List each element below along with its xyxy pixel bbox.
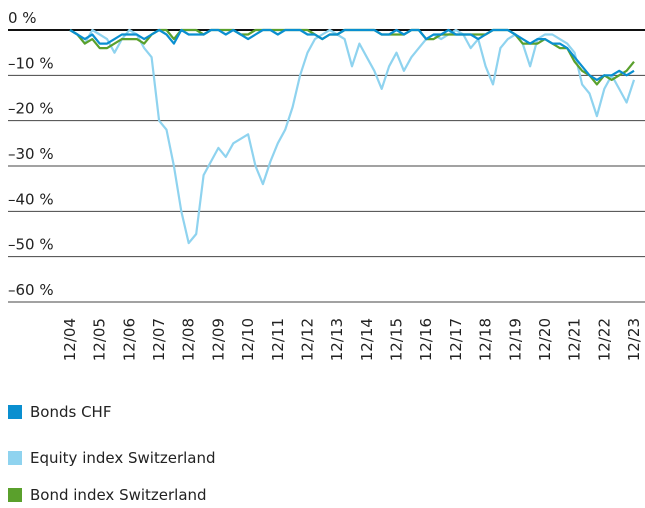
x-tick-label: 12/16 [417, 318, 435, 361]
x-tick-label: 12/11 [269, 318, 287, 361]
x-tick-label: 12/09 [209, 318, 227, 361]
x-tick-label: 12/20 [536, 318, 554, 361]
legend-label: Bond index Switzerland [30, 486, 207, 504]
x-tick-label: 12/22 [595, 318, 613, 361]
x-tick-label: 12/14 [358, 318, 376, 361]
x-tick-label: 12/17 [447, 318, 465, 361]
x-tick-label: 12/18 [477, 318, 495, 361]
legend-swatch [8, 405, 22, 419]
x-tick-label: 12/15 [388, 318, 406, 361]
y-tick-label: 0 % [8, 9, 37, 27]
legend-swatch [8, 451, 22, 465]
x-tick-label: 12/08 [180, 318, 198, 361]
x-tick-label: 12/23 [625, 318, 643, 361]
y-tick-label: –20 % [8, 100, 54, 118]
y-tick-label: –50 % [8, 236, 54, 254]
x-tick-label: 12/05 [91, 318, 109, 361]
x-tick-label: 12/19 [506, 318, 524, 361]
y-tick-label: –30 % [8, 145, 54, 163]
y-tick-label: –10 % [8, 54, 54, 72]
x-tick-label: 12/06 [120, 318, 138, 361]
x-tick-label: 12/12 [298, 318, 316, 361]
y-tick-label: –40 % [8, 190, 54, 208]
legend-label: Equity index Switzerland [30, 449, 216, 467]
x-tick-label: 12/07 [150, 318, 168, 361]
x-tick-label: 12/13 [328, 318, 346, 361]
line-series [69, 28, 636, 245]
y-tick-label: –60 % [8, 281, 54, 299]
line-series [69, 28, 635, 81]
legend-swatch [8, 488, 22, 502]
x-tick-label: 12/21 [566, 318, 584, 361]
legend-label: Bonds CHF [30, 403, 111, 421]
x-tick-label: 12/10 [239, 318, 257, 361]
x-tick-label: 12/04 [61, 318, 79, 361]
